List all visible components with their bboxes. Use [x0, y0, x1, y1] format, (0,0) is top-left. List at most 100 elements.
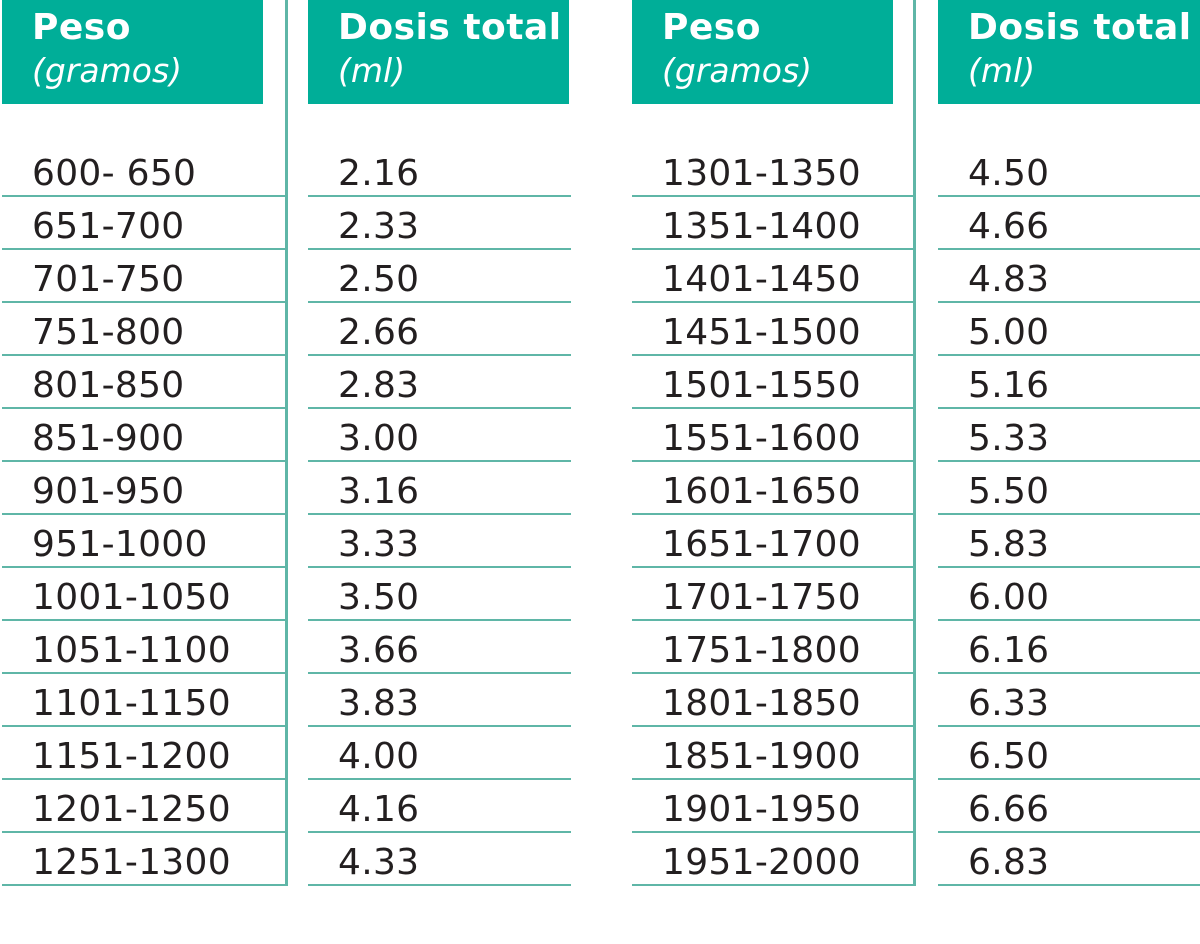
peso-header-unit: (gramos): [32, 51, 183, 90]
peso-cell: 801-850: [32, 365, 185, 406]
table-row: 1651-1700: [632, 515, 913, 568]
dosis-header-title: Dosis total: [968, 7, 1192, 48]
dosis-cell: 3.66: [338, 630, 420, 671]
dosis-cell: 4.66: [968, 206, 1050, 247]
table-row: 600- 650: [2, 144, 285, 197]
table-row: 4.66: [938, 197, 1200, 250]
peso-cell: 1701-1750: [662, 577, 861, 618]
dosis-header-unit: (ml): [968, 51, 1036, 90]
table-row: 3.33: [308, 515, 571, 568]
table-row: 1601-1650: [632, 462, 913, 515]
table-row: 6.33: [938, 674, 1200, 727]
dosis-cell: 4.33: [338, 842, 420, 883]
dosis-header-unit: (ml): [338, 51, 406, 90]
table-row: 2.33: [308, 197, 571, 250]
table-row: 3.83: [308, 674, 571, 727]
peso-cell: 1551-1600: [662, 418, 861, 459]
table-row: 6.83: [938, 833, 1200, 886]
table-row: 1551-1600: [632, 409, 913, 462]
peso-cell: 901-950: [32, 471, 185, 512]
table-row: 651-700: [2, 197, 285, 250]
table-row: 1701-1750: [632, 568, 913, 621]
peso-cell: 1851-1900: [662, 736, 861, 777]
table-row: 3.16: [308, 462, 571, 515]
dosis-header: Dosis total (ml): [938, 0, 1200, 104]
table-row: 1201-1250: [2, 780, 285, 833]
table-row: 751-800: [2, 303, 285, 356]
dosis-cell: 3.16: [338, 471, 420, 512]
peso-header-title: Peso: [32, 7, 131, 48]
table-row: 5.16: [938, 356, 1200, 409]
column-divider: [285, 0, 288, 886]
table-row: 5.83: [938, 515, 1200, 568]
table-row: 4.83: [938, 250, 1200, 303]
dosis-header-title: Dosis total: [338, 7, 562, 48]
peso-cell: 751-800: [32, 312, 185, 353]
table-row: 1051-1100: [2, 621, 285, 674]
dosis-rows: 4.50 4.66 4.83 5.00 5.16 5.33 5.50 5.83 6.00 6.16…: [938, 144, 1200, 886]
dosis-cell: 2.83: [338, 365, 420, 406]
peso-header: Peso (gramos): [632, 0, 893, 104]
peso-cell: 1301-1350: [662, 153, 861, 194]
peso-cell: 1101-1150: [32, 683, 231, 724]
peso-header-title: Peso: [662, 7, 761, 48]
table-row: 1251-1300: [2, 833, 285, 886]
table-row: 1751-1800: [632, 621, 913, 674]
table-row: 1901-1950: [632, 780, 913, 833]
peso-cell: 1601-1650: [662, 471, 861, 512]
table-row: 1851-1900: [632, 727, 913, 780]
table-row: 2.50: [308, 250, 571, 303]
dosis-cell: 3.00: [338, 418, 420, 459]
table-row: 1151-1200: [2, 727, 285, 780]
peso-cell: 1051-1100: [32, 630, 231, 671]
dosis-cell: 4.50: [968, 153, 1050, 194]
peso-cell: 1901-1950: [662, 789, 861, 830]
table-row: 1451-1500: [632, 303, 913, 356]
table-row: 2.83: [308, 356, 571, 409]
dosis-cell: 6.16: [968, 630, 1050, 671]
dosis-cell: 2.66: [338, 312, 420, 353]
dosis-cell: 6.50: [968, 736, 1050, 777]
table-row: 1801-1850: [632, 674, 913, 727]
table-row: 3.00: [308, 409, 571, 462]
table-row: 4.16: [308, 780, 571, 833]
dosis-cell: 6.33: [968, 683, 1050, 724]
dosis-cell: 3.50: [338, 577, 420, 618]
table-row: 1001-1050: [2, 568, 285, 621]
peso-rows: 1301-1350 1351-1400 1401-1450 1451-1500 1501…: [632, 144, 913, 886]
peso-header-unit: (gramos): [662, 51, 813, 90]
table-row: 4.50: [938, 144, 1200, 197]
peso-cell: 1451-1500: [662, 312, 861, 353]
dosis-cell: 5.00: [968, 312, 1050, 353]
dosis-cell: 2.50: [338, 259, 420, 300]
column-divider: [913, 0, 916, 886]
peso-cell: 600- 650: [32, 153, 197, 194]
table-row: 2.66: [308, 303, 571, 356]
table-row: 2.16: [308, 144, 571, 197]
peso-cell: 1951-2000: [662, 842, 861, 883]
dosis-cell: 6.66: [968, 789, 1050, 830]
table-row: 1401-1450: [632, 250, 913, 303]
peso-cell: 851-900: [32, 418, 185, 459]
table-row: 851-900: [2, 409, 285, 462]
peso-cell: 1801-1850: [662, 683, 861, 724]
table-row: 901-950: [2, 462, 285, 515]
dosage-table-right: Peso (gramos) 1301-1350 1351-1400 1401-145…: [632, 0, 1200, 886]
table-row: 6.50: [938, 727, 1200, 780]
table-row: 1101-1150: [2, 674, 285, 727]
peso-cell: 701-750: [32, 259, 185, 300]
peso-header: Peso (gramos): [2, 0, 263, 104]
peso-cell: 1501-1550: [662, 365, 861, 406]
dosis-cell: 4.00: [338, 736, 420, 777]
table-row: 1301-1350: [632, 144, 913, 197]
dosis-cell: 5.33: [968, 418, 1050, 459]
peso-cell: 651-700: [32, 206, 185, 247]
dosis-cell: 5.50: [968, 471, 1050, 512]
table-row: 5.00: [938, 303, 1200, 356]
dosis-cell: 5.83: [968, 524, 1050, 565]
peso-cell: 1251-1300: [32, 842, 231, 883]
peso-cell: 1751-1800: [662, 630, 861, 671]
table-row: 5.33: [938, 409, 1200, 462]
table-row: 701-750: [2, 250, 285, 303]
peso-cell: 1201-1250: [32, 789, 231, 830]
